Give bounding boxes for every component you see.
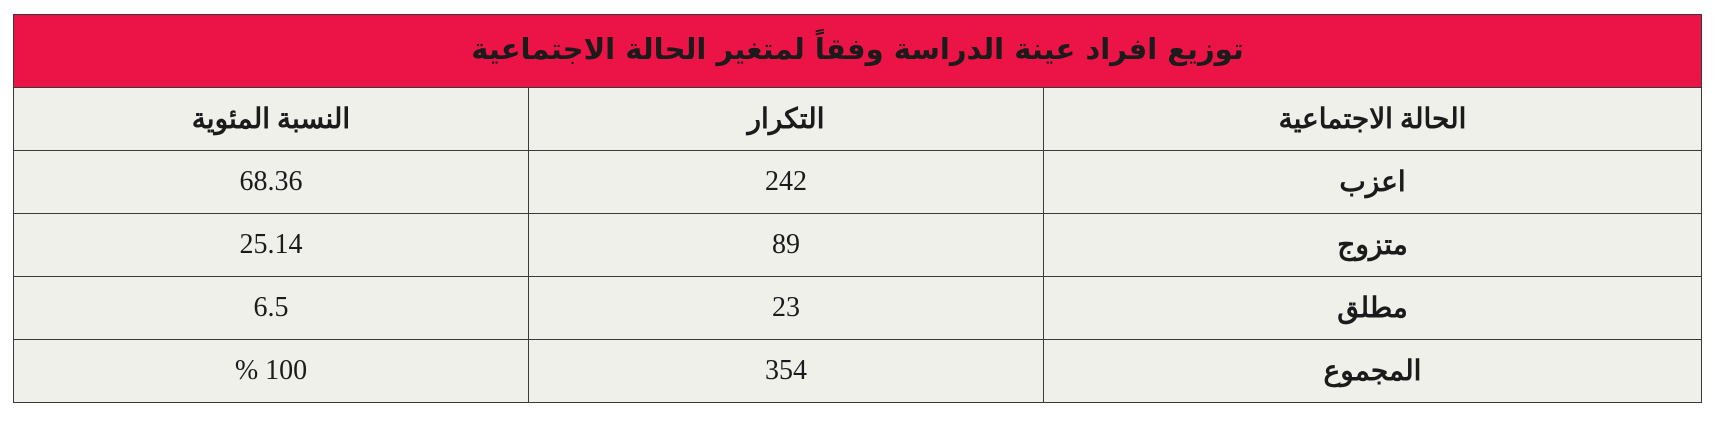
- cell-frequency: 23: [528, 276, 1044, 340]
- table-row: اعزب 242 68.36: [12, 150, 1702, 214]
- column-header-frequency: التكرار: [528, 87, 1044, 151]
- cell-total-label: المجموع: [1043, 339, 1702, 403]
- cell-frequency: 89: [528, 213, 1044, 277]
- cell-category: مطلق: [1043, 276, 1702, 340]
- table-row: مطلق 23 6.5: [12, 276, 1702, 340]
- cell-percent: 6.5: [12, 276, 530, 340]
- cell-category: متزوج: [1043, 213, 1702, 277]
- column-header-percent: النسبة المئوية: [12, 87, 530, 151]
- table-title: توزيع افراد عينة الدراسة وفقاً لمتغير ال…: [12, 14, 1703, 88]
- cell-percent: 68.36: [12, 150, 530, 214]
- cell-category: اعزب: [1043, 150, 1702, 214]
- statistics-table: توزيع افراد عينة الدراسة وفقاً لمتغير ال…: [12, 14, 1703, 403]
- cell-total-percent: % 100: [12, 339, 530, 403]
- statistics-table-container: توزيع افراد عينة الدراسة وفقاً لمتغير ال…: [12, 14, 1703, 403]
- table-header-row: الحالة الاجتماعية التكرار النسبة المئوية: [12, 87, 1702, 151]
- table-total-row: المجموع 354 % 100: [12, 339, 1702, 403]
- column-header-category: الحالة الاجتماعية: [1043, 87, 1702, 151]
- cell-percent: 25.14: [12, 213, 530, 277]
- cell-total-frequency: 354: [528, 339, 1044, 403]
- cell-frequency: 242: [528, 150, 1044, 214]
- table-row: متزوج 89 25.14: [12, 213, 1702, 277]
- table-title-row: توزيع افراد عينة الدراسة وفقاً لمتغير ال…: [12, 14, 1703, 88]
- table-title-text: توزيع افراد عينة الدراسة وفقاً لمتغير ال…: [471, 32, 1244, 67]
